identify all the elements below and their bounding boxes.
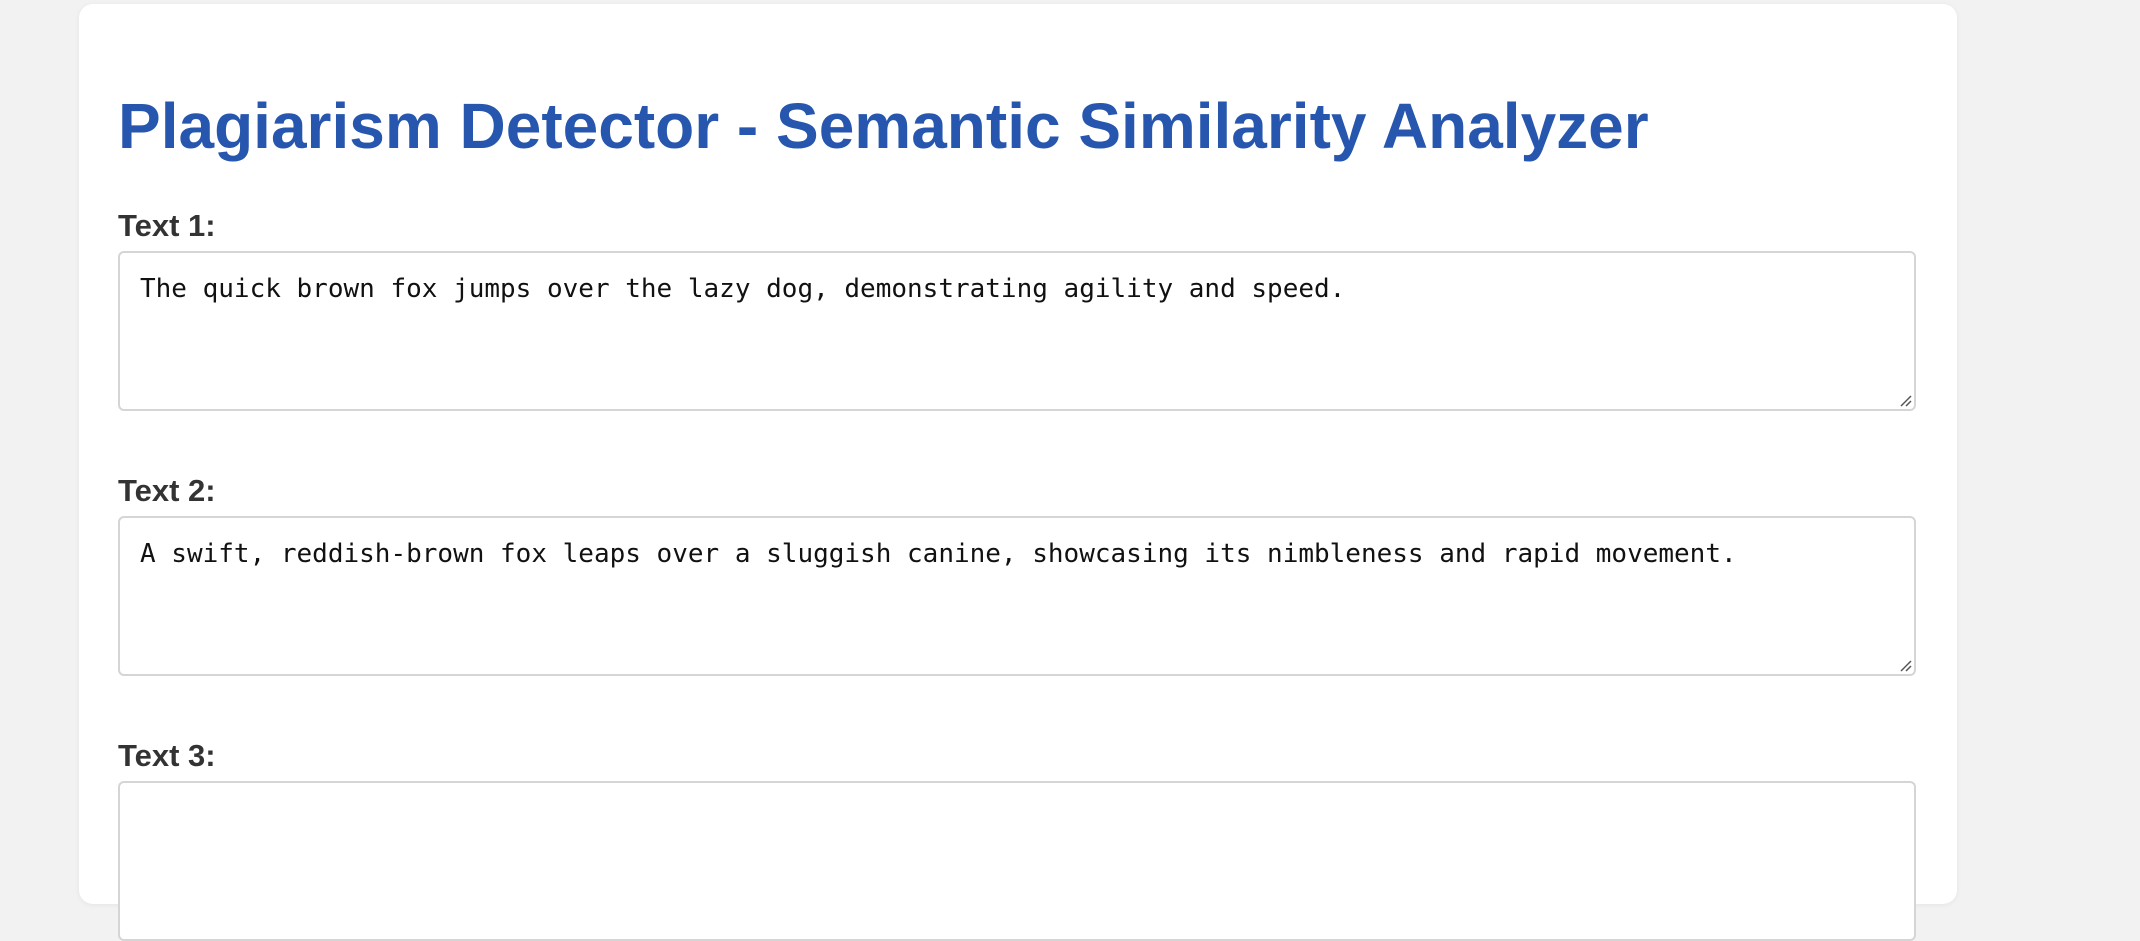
text-2-input[interactable]: A swift, reddish-brown fox leaps over a … (118, 516, 1916, 676)
text-3-input[interactable] (118, 781, 1916, 941)
main-card: Plagiarism Detector - Semantic Similarit… (79, 4, 1957, 941)
text-1-input[interactable]: The quick brown fox jumps over the lazy … (118, 251, 1916, 411)
text-1-value: The quick brown fox jumps over the lazy … (140, 274, 1346, 304)
text-1-label: Text 1: (118, 208, 216, 243)
text-2-value: A swift, reddish-brown fox leaps over a … (140, 539, 1737, 569)
page-title: Plagiarism Detector - Semantic Similarit… (118, 90, 1649, 162)
text-2-label: Text 2: (118, 473, 216, 508)
resize-handle-icon[interactable] (1898, 393, 1912, 407)
text-3-label: Text 3: (118, 738, 216, 773)
resize-handle-icon[interactable] (1898, 658, 1912, 672)
